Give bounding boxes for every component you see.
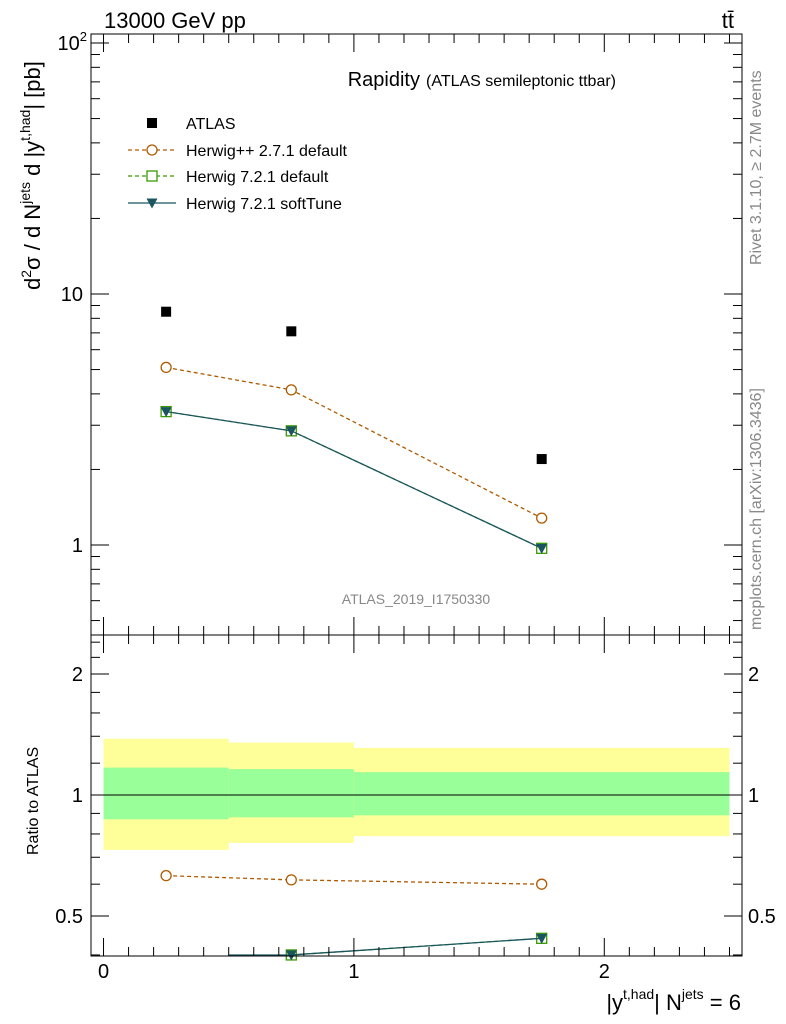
- x-tick-label: 1: [348, 961, 359, 983]
- legend-softtune-label: Herwig 7.2.1 softTune: [186, 196, 342, 213]
- ratio-panel: 0.5 0.5 1 1 2 2 0 1 2 Ratio to ATLAS |yt,had| Nj…: [25, 634, 776, 1015]
- ratio-softtune-point: [536, 933, 548, 944]
- x-axis-label: |yt,had| Njets = 6: [606, 986, 741, 1015]
- herwigpp-point: [160, 361, 172, 374]
- ylabel-part-f: t,had: [17, 110, 33, 141]
- atlas-data-point: [286, 326, 297, 337]
- ratio-frame: [90, 634, 743, 957]
- herwigpp-point: [285, 384, 297, 396]
- ylabel-part-d: jets: [17, 182, 33, 205]
- atlas-data-point: [161, 306, 172, 317]
- ratio-y-tick-label-right: 0.5: [748, 906, 776, 928]
- xlabel-part-b: t,had: [623, 986, 654, 1002]
- legend-herwigpp-marker: [146, 144, 158, 156]
- ratio-band-green: [228, 769, 354, 818]
- ylabel-part-c: σ / d N: [20, 204, 45, 270]
- main-y-axis-label: d2σ / d Njets d |yt,had| [pb]: [17, 61, 45, 290]
- herwigpp-point: [536, 512, 548, 524]
- analysis-watermark: ATLAS_2019_I1750330: [342, 591, 491, 607]
- ratio-y-axis-label: Ratio to ATLAS: [25, 747, 42, 855]
- ratio-herwigpp-point: [285, 874, 297, 886]
- ylabel-part-a: d: [20, 278, 45, 290]
- series-line-3: [166, 410, 542, 549]
- ylabel-part-e: d |y: [20, 141, 45, 182]
- x-tick-label: 0: [98, 961, 109, 983]
- ratio-softtune-point: [285, 950, 297, 961]
- softtune-point: [285, 426, 297, 437]
- energy-label: 13000 GeV pp: [104, 8, 246, 33]
- xlabel-part-d: jets: [681, 986, 704, 1002]
- main-y-tick-label: 102: [58, 29, 87, 55]
- series-line-2: [166, 410, 542, 549]
- main-ticks: 1 10 102: [58, 29, 742, 635]
- atlas-data-point: [536, 454, 547, 465]
- legend: ATLAS Herwig++ 2.7.1 default Herwig 7.2.…: [128, 116, 348, 213]
- ylabel-part-b: 2: [18, 270, 34, 278]
- ratio-uncertainty-bands: [103, 738, 730, 850]
- ratio-band-green: [103, 767, 229, 820]
- legend-atlas-marker: [147, 118, 157, 128]
- rivet-version-label: Rivet 3.1.10, ≥ 2.7M events: [748, 70, 765, 265]
- ylabel-part-g: | [pb]: [20, 61, 45, 110]
- ratio-series: [160, 870, 548, 961]
- ratio-herwigpp-point: [160, 870, 172, 882]
- xlabel-part-a: |y: [606, 990, 623, 1015]
- process-label: tt̄: [722, 8, 734, 33]
- legend-atlas-label: ATLAS: [186, 116, 236, 133]
- ratio-y-tick-label-left: 1: [72, 785, 83, 807]
- chart-title: Rapidity: [348, 69, 420, 91]
- ratio-y-tick-label-left: 0.5: [55, 906, 83, 928]
- softtune-point: [160, 407, 172, 418]
- ratio-band-green: [353, 772, 730, 816]
- legend-softtune-marker: [146, 198, 158, 209]
- ratio-softtune-line: [228, 937, 542, 956]
- softtune-point: [536, 543, 548, 554]
- main-y-tick-label: 10: [61, 284, 83, 306]
- series-line-1: [166, 366, 542, 519]
- chart-subtitle: (ATLAS semileptonic ttbar): [426, 73, 616, 90]
- ratio-line-0: [166, 875, 542, 885]
- legend-herwig721-label: Herwig 7.2.1 default: [186, 169, 329, 186]
- ratio-y-tick-label-right: 2: [748, 664, 759, 686]
- main-panel: 1 10 102 Rapidity (ATLAS semileptonic ttba…: [17, 29, 743, 636]
- main-y-tick-label: 1: [72, 535, 83, 557]
- ratio-y-tick-label-left: 2: [72, 664, 83, 686]
- xlabel-part-e: = 6: [704, 990, 741, 1015]
- ratio-herwigpp-point: [536, 878, 548, 890]
- ratio-y-tick-label-right: 1: [748, 785, 759, 807]
- legend-herwigpp-label: Herwig++ 2.7.1 default: [186, 143, 348, 160]
- mcplots-label: mcplots.cern.ch [arXiv:1306.3436]: [748, 388, 765, 630]
- xlabel-part-c: | N: [654, 990, 682, 1015]
- legend-herwig721-marker: [146, 170, 158, 182]
- main-series: [160, 306, 548, 554]
- x-tick-label: 2: [599, 961, 610, 983]
- ratio-ticks: 0.5 0.5 1 1 2 2 0 1 2: [55, 635, 776, 983]
